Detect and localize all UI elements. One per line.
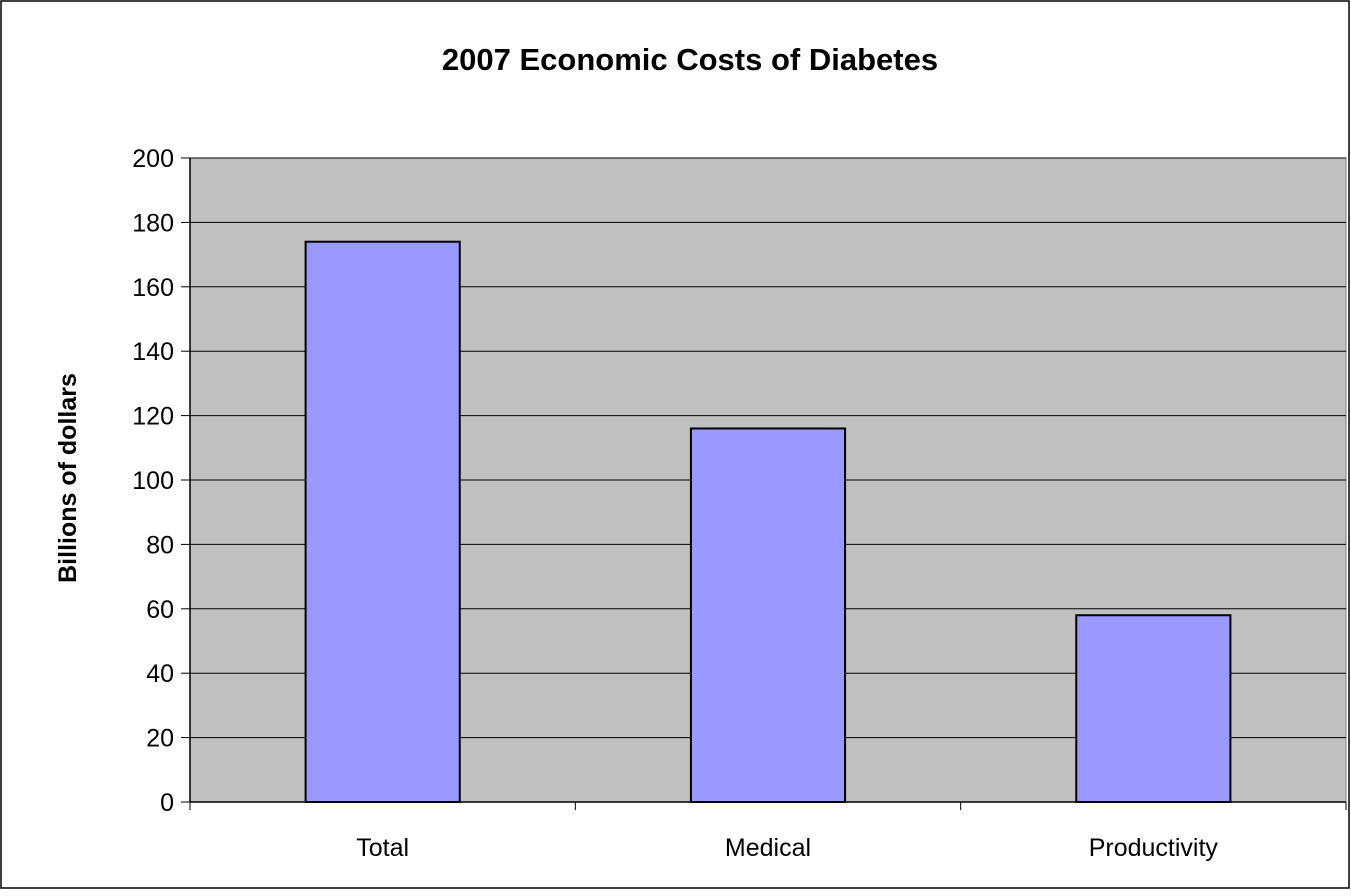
y-tick-label: 80 (146, 531, 174, 559)
y-tick-label: 200 (132, 145, 174, 173)
bar-productivity (1075, 614, 1232, 803)
chart-title: 2007 Economic Costs of Diabetes (442, 42, 938, 77)
y-tick-label: 40 (146, 660, 174, 688)
x-tick-labels: Total Medical Productivity (356, 834, 1218, 862)
y-tick-label: 120 (132, 403, 174, 431)
x-tick-label: Productivity (1089, 834, 1219, 862)
x-tick-label: Total (356, 834, 409, 862)
y-tick-label: 60 (146, 596, 174, 624)
bar-medical (689, 427, 847, 803)
x-tick-label: Medical (725, 834, 811, 862)
y-tick-labels: 0 20 40 60 80 100 120 140 160 180 200 (132, 145, 174, 817)
bar-total (304, 240, 461, 804)
y-tick-label: 140 (132, 338, 174, 366)
y-tick-label: 0 (160, 789, 174, 817)
y-axis-label: Billions of dollars (54, 373, 82, 583)
y-tick-label: 100 (132, 467, 174, 495)
y-tick-label: 20 (146, 725, 174, 753)
y-tick-label: 180 (132, 209, 174, 237)
axes (181, 157, 1347, 810)
y-tick-label: 160 (132, 274, 174, 302)
